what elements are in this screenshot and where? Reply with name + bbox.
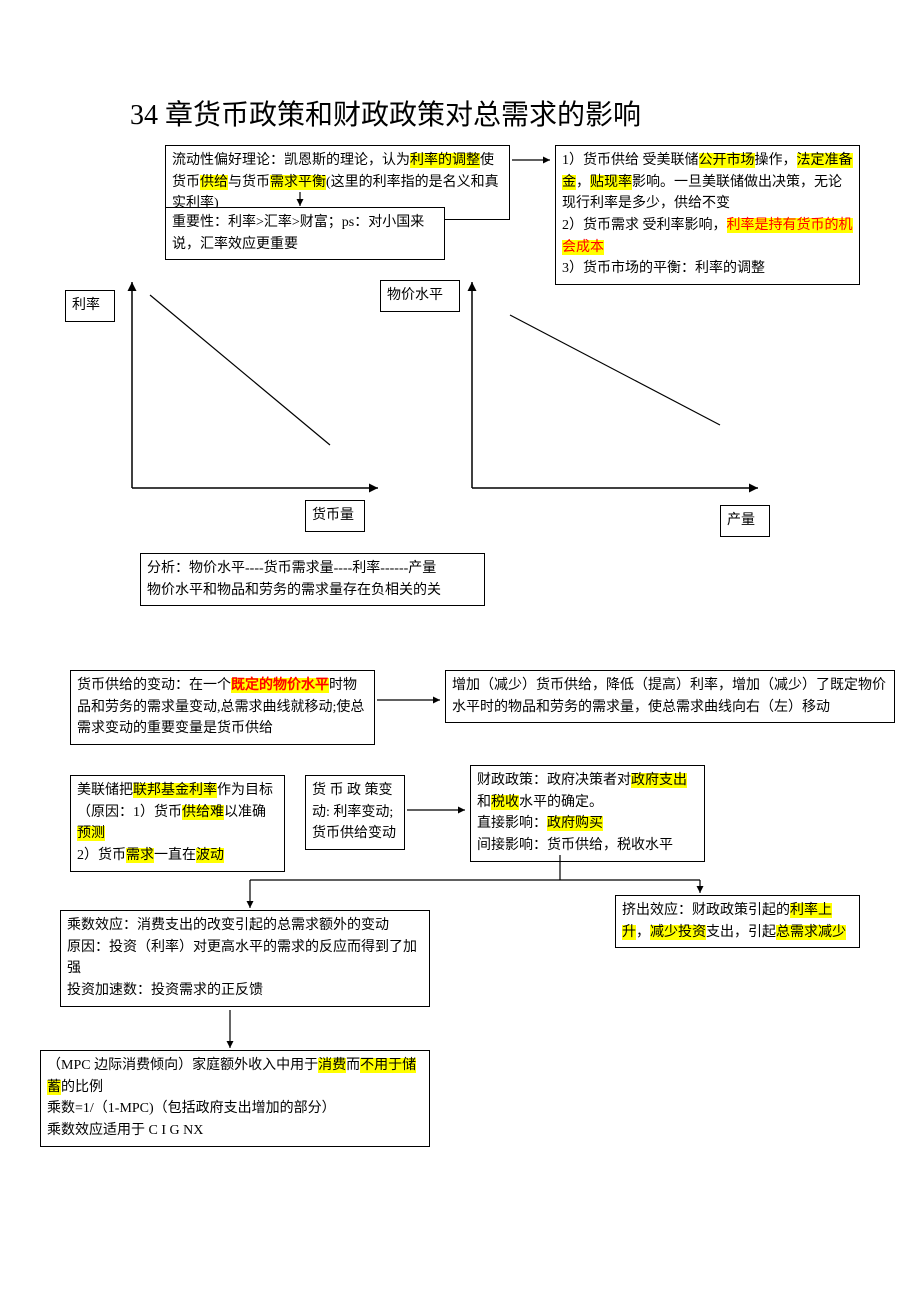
connectors — [0, 0, 920, 1302]
